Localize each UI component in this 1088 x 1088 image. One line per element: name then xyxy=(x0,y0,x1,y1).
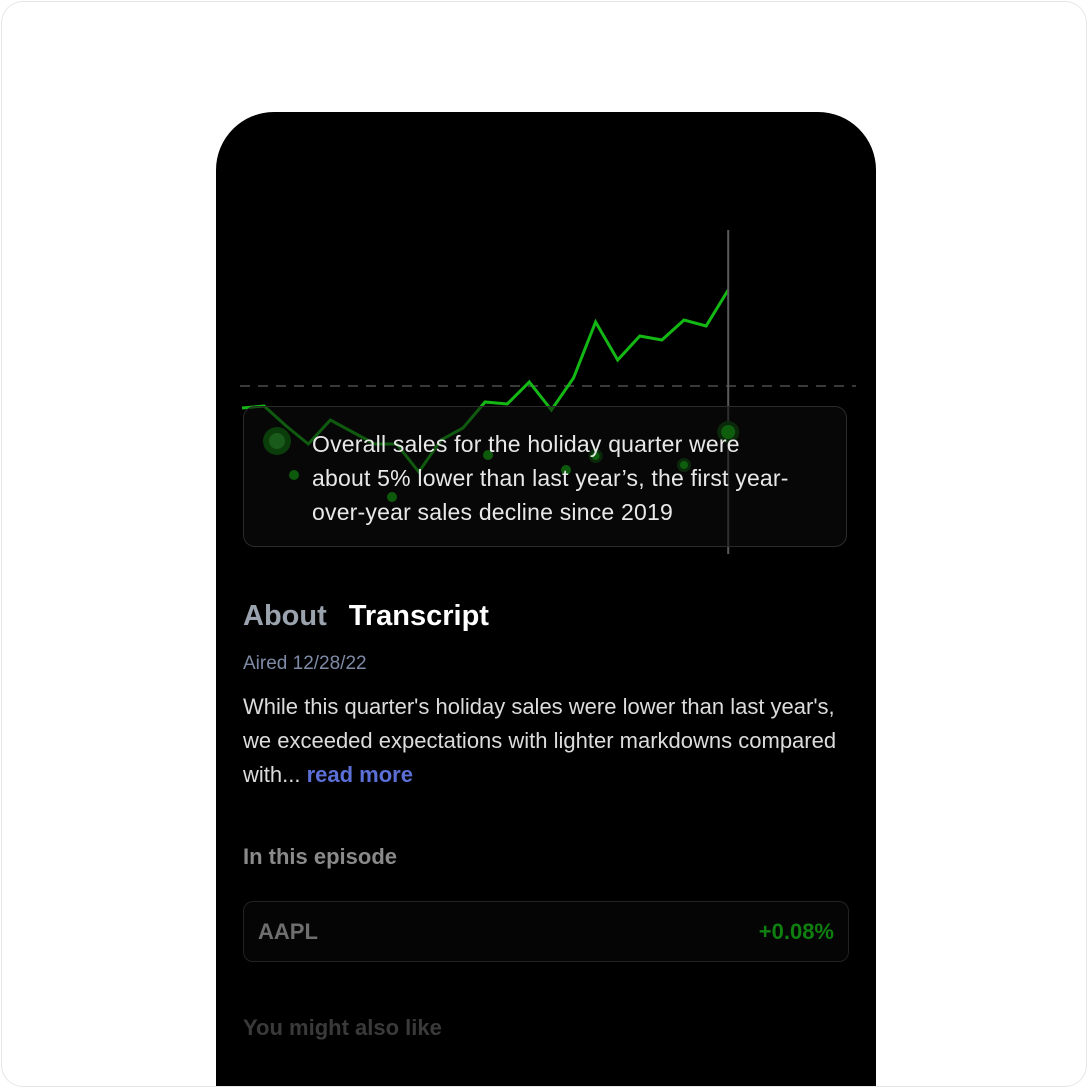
tab-bar: About Transcript xyxy=(243,600,489,633)
ticker-card-aapl[interactable]: AAPL +0.08% xyxy=(243,901,849,962)
ticker-change: +0.08% xyxy=(758,919,834,944)
quote-line: about 5% lower than last year’s, the fir… xyxy=(312,465,789,491)
quote-bullet-icon xyxy=(263,427,291,455)
phone-screen: Overall sales for the holiday quarter we… xyxy=(216,112,876,1086)
quote-text: Overall sales for the holiday quarter we… xyxy=(312,427,832,529)
episode-description: While this quarter's holiday sales were … xyxy=(243,690,853,792)
read-more-link[interactable]: read more xyxy=(306,762,413,787)
aired-date: Aired 12/28/22 xyxy=(243,653,367,674)
tab-transcript[interactable]: Transcript xyxy=(348,600,489,632)
quote-card: Overall sales for the holiday quarter we… xyxy=(243,406,847,547)
ticker-symbol: AAPL xyxy=(258,919,318,944)
you-might-also-like-heading: You might also like xyxy=(243,1015,442,1040)
quote-line: over-year sales decline since 2019 xyxy=(312,499,673,525)
in-this-episode-heading: In this episode xyxy=(243,844,398,869)
description-text: While this quarter's holiday sales were … xyxy=(243,694,837,787)
quote-line: Overall sales for the holiday quarter we… xyxy=(312,431,740,457)
tab-about[interactable]: About xyxy=(243,600,327,632)
